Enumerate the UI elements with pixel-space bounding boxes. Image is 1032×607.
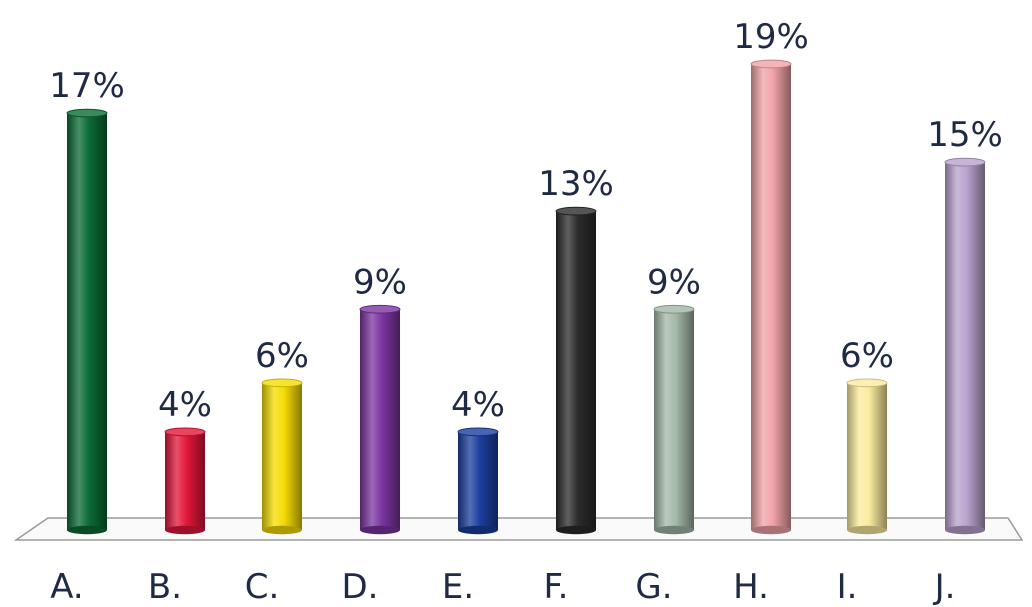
value-labels-layer: 17% 4% 6% 9% 4% 13% 9% 19% 6% 15% (49, 17, 1003, 425)
bar-j (944, 157, 986, 535)
category-label: C. (245, 567, 280, 607)
value-label: 15% (927, 115, 1003, 155)
bar-base (847, 525, 887, 535)
category-label: G. (635, 567, 672, 607)
value-label: 17% (49, 66, 125, 106)
bar-base (360, 525, 400, 535)
bar-body (262, 382, 302, 530)
value-label: 13% (538, 164, 614, 204)
bar-b (164, 427, 206, 535)
bar-cap (66, 108, 108, 118)
bar-a (66, 108, 108, 535)
bar-base (654, 525, 694, 535)
bar-c (261, 378, 303, 535)
bar-i (846, 378, 888, 535)
value-label: 4% (158, 385, 212, 425)
bar-h (750, 59, 792, 535)
value-label: 4% (451, 385, 505, 425)
bar-base (458, 525, 498, 535)
bar-g (653, 304, 695, 535)
bar-cap (164, 427, 206, 437)
bar-cap (359, 304, 401, 314)
bar-cap (555, 206, 597, 216)
bar-body (654, 309, 694, 530)
bar-body (67, 113, 107, 530)
category-label: F. (544, 567, 569, 607)
value-label: 6% (840, 336, 894, 376)
bar-cap (750, 59, 792, 69)
category-label: D. (342, 567, 379, 607)
bar-cap (457, 427, 499, 437)
bar-body (945, 162, 985, 530)
bar-e (457, 427, 499, 535)
category-label: A. (50, 567, 83, 607)
bar-base (751, 525, 791, 535)
bar-cap (944, 157, 986, 167)
bar-body (751, 64, 791, 530)
bar-base (67, 525, 107, 535)
category-labels-layer: A. B. C. D. E. F. G. H. I. J. (50, 567, 955, 607)
bar-body (847, 382, 887, 530)
value-label: 6% (255, 336, 309, 376)
bar-cap (261, 378, 303, 388)
bar-base (165, 525, 205, 535)
bars-layer (66, 59, 986, 535)
bar-d (359, 304, 401, 535)
bar-base (556, 525, 596, 535)
value-label: 9% (353, 262, 407, 302)
category-label: B. (148, 567, 182, 607)
bar-body (165, 431, 205, 530)
category-label: I. (837, 567, 858, 607)
category-label: J. (933, 567, 956, 607)
bar-body (360, 309, 400, 530)
value-label: 9% (647, 262, 701, 302)
category-label: E. (442, 567, 474, 607)
bar-body (458, 431, 498, 530)
bar-base (945, 525, 985, 535)
bar-cap (846, 378, 888, 388)
category-label: H. (733, 567, 769, 607)
bar-cap (653, 304, 695, 314)
value-label: 19% (733, 17, 809, 57)
bar-base (262, 525, 302, 535)
bar-f (555, 206, 597, 535)
bar-body (556, 211, 596, 530)
